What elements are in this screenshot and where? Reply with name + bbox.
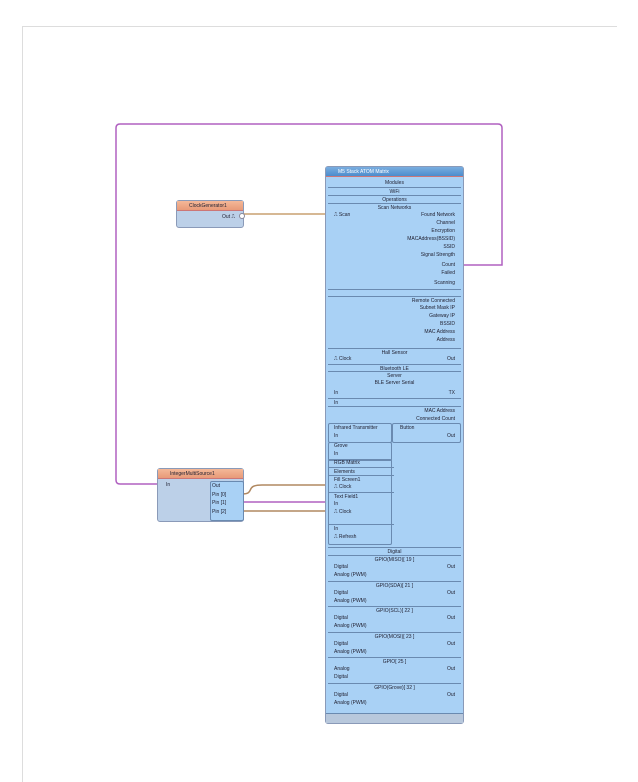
rgb-in-pin[interactable]: In [328,524,394,533]
ir-title: Infrared Transmitter [334,425,378,431]
text-field-title: Text Field1 [328,492,394,501]
count-pin[interactable]: Count [441,262,455,268]
ble-mac-pin[interactable]: MAC Address [328,406,461,415]
signal-strength-pin[interactable]: Signal Strength [420,252,455,258]
gpio-title: GPIO(MOSI)[ 23 ] [328,631,461,641]
gpio-out-pin[interactable]: Out [446,615,455,621]
scan-networks-label: Scan Networks [328,203,461,212]
mac-address-pin[interactable]: MAC Address [424,329,455,335]
integer-out-label: Out [212,483,221,489]
gateway-ip-pin[interactable]: Gateway IP [429,313,455,319]
bluetooth-le-label: Bluetooth LE [328,364,461,373]
gpio-out-pin[interactable]: Out [446,589,455,596]
gpio-input-a[interactable]: Digital [334,640,348,647]
gpio-title: GPIO(SCL)[ 22 ] [328,606,461,615]
m5stack-atom-matrix-component[interactable]: M5 Stack ATOM Matrix Modules WiFi Operat… [325,166,464,724]
gpio-input-a[interactable]: Analog [334,666,350,672]
mac-bssid-pin[interactable]: MACAddress(BSSID) [407,236,455,242]
gpio-title: GPIO(Grove)[ 32 ] [328,682,461,692]
wire-count-to-integer-in[interactable] [115,123,503,485]
failed-pin[interactable]: Failed [441,270,455,276]
rgb-matrix-title: RGB Matrix [334,460,360,466]
gpio-input-b[interactable]: Analog (PWM) [334,572,367,578]
subnet-mask-pin[interactable]: Subnet Mask IP [419,305,455,311]
found-network-pin[interactable]: Found Network [421,212,455,218]
gpio-input-a[interactable]: Digital [334,564,348,570]
integer-multi-source-component[interactable]: IntegerMultiSource1 In Out Pin [0] Pin [… [157,468,244,522]
fill-clock-pin[interactable]: ⎍ Clock [334,484,352,490]
scan-in-label: ⎍ Scan [334,212,351,218]
address-pin[interactable]: Address [436,337,455,343]
grove-in-pin[interactable]: In [334,451,339,457]
bssid-pin[interactable]: BSSID [439,321,455,327]
ble-in2-pin[interactable]: In [328,398,461,407]
button-out-pin[interactable]: Out [446,433,455,439]
ssid-pin[interactable]: SSID [443,244,455,250]
gpio-input-b[interactable]: Digital [334,674,348,680]
scanning-pin[interactable]: Scanning [434,280,455,286]
wire-pin0-to-fill-clock[interactable] [241,484,326,495]
gpio-title: GPIO(SDA)[ 21 ] [328,580,461,590]
pin2-label: Pin [2] [212,509,227,515]
gpio-input-b[interactable]: Analog (PWM) [334,597,367,604]
hall-out-pin[interactable]: Out [446,356,455,362]
gpio-input-b[interactable]: Analog (PWM) [334,648,367,655]
button-title: Button [400,425,415,431]
ble-tx-pin[interactable]: TX [448,390,455,396]
gpio-input-b[interactable]: Analog (PWM) [334,699,367,706]
main-title: M5 Stack ATOM Matrix [326,167,463,177]
integer-source-title: IntegerMultiSource1 [158,469,243,479]
modules-label: Modules [385,180,404,186]
hall-sensor-label: Hall Sensor [328,348,461,357]
gpio-out-pin[interactable]: Out [446,666,455,672]
fill-screen-title: Fill Screen1 [328,475,394,484]
text-clock-pin[interactable]: ⎍ Clock [334,509,352,515]
clock-generator-component[interactable]: ClockGenerator1 Out ⎍ [176,200,245,228]
pin0-label: Pin [0] [212,492,227,498]
ble-server-label: Server [328,371,461,380]
canvas-frame [22,26,617,782]
gpio-input-a[interactable]: Digital [334,615,348,621]
rgb-elements-label: Elements [328,467,394,476]
gpio-out-pin[interactable]: Out [446,640,455,647]
grove-title: Grove [334,443,348,449]
rgb-refresh-pin[interactable]: ⎍ Refresh [334,534,357,540]
clock-out-pin[interactable] [239,213,245,219]
clock-out-pin-label: Out ⎍ [222,214,235,220]
encryption-pin[interactable]: Encryption [431,228,455,234]
operations-label: Operations [328,195,461,204]
gpio-title: GPIO[ 25 ] [328,657,461,666]
gpio-out-pin[interactable]: Out [446,564,455,570]
digital-label: Digital [328,547,461,556]
wifi-label: WiFi [328,187,461,196]
ir-in-pin[interactable]: In [334,433,339,439]
gpio-input-b[interactable]: Analog (PWM) [334,623,367,629]
hall-clock-pin[interactable]: ⎍ Clock [334,356,352,362]
integer-in-label: In [166,482,171,488]
pin1-label: Pin [1] [212,500,227,506]
gpio-title: GPIO(MISO)[ 19 ] [328,555,461,564]
gpio-input-a[interactable]: Digital [334,589,348,596]
text-in-pin[interactable]: In [334,501,339,507]
gpio-input-a[interactable]: Digital [334,691,348,698]
ble-serial-label: BLE Server Serial [374,380,415,386]
clock-generator-title: ClockGenerator1 [177,201,243,211]
channel-pin[interactable]: Channel [436,220,455,226]
gpio-out-pin[interactable]: Out [446,691,455,698]
remote-connected-pin[interactable]: Remote Connected [328,296,461,305]
connected-count-pin[interactable]: Connected Count [416,416,455,422]
ble-in1-pin[interactable]: In [334,390,339,396]
